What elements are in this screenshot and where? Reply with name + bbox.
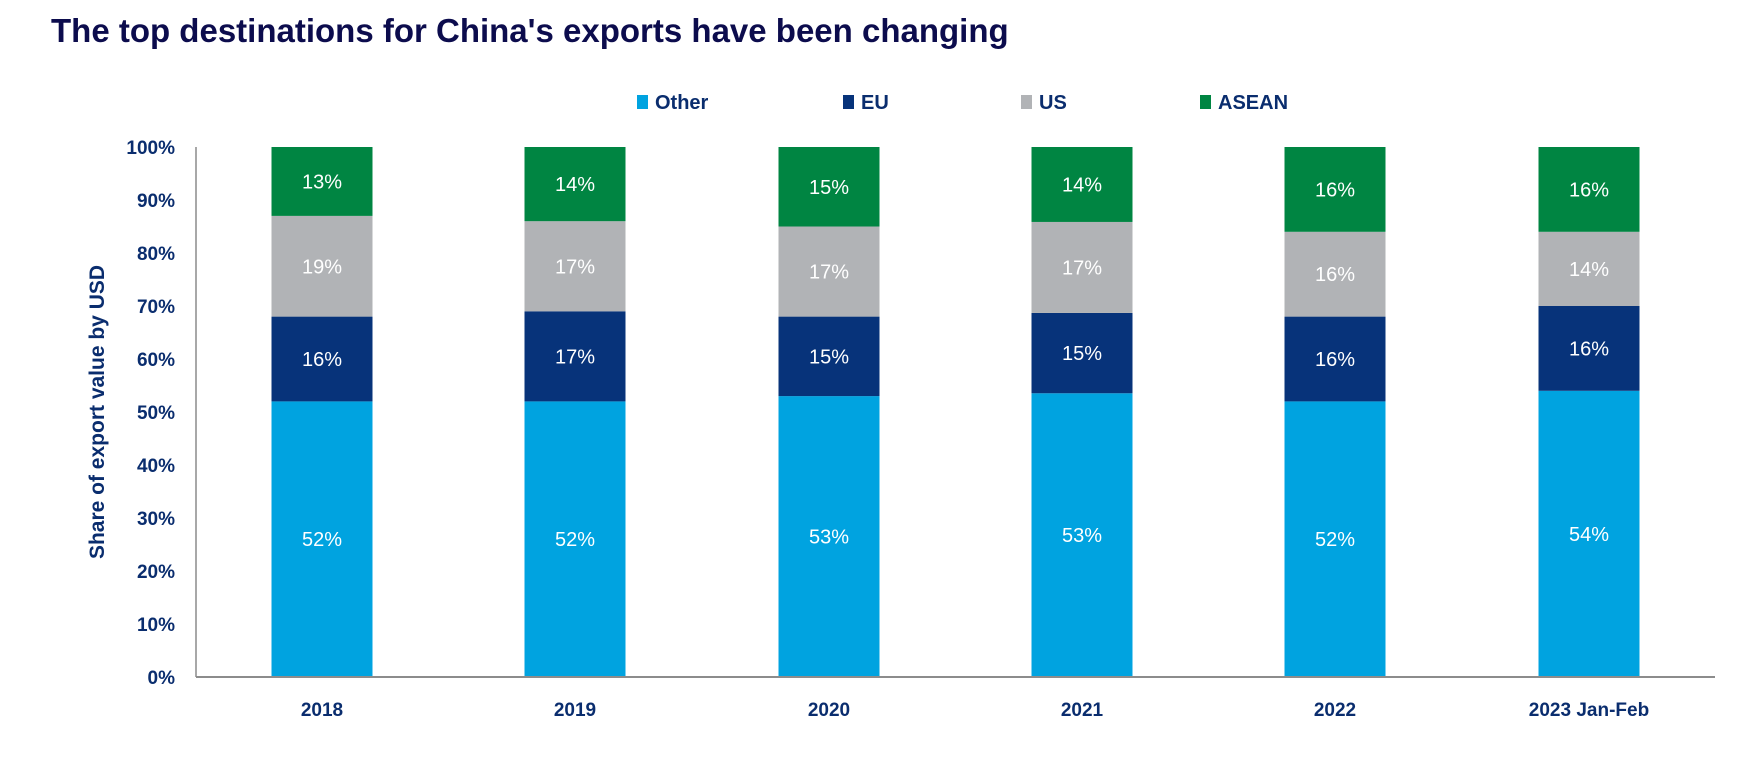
legend-label: US (1039, 92, 1067, 114)
data-label: 17% (555, 346, 595, 368)
data-label: 14% (555, 174, 595, 196)
y-tick-label: 60% (137, 350, 175, 371)
legend-swatch-eu (843, 95, 854, 109)
data-label: 16% (1315, 264, 1355, 286)
data-label: 52% (1315, 529, 1355, 551)
y-tick-label: 0% (148, 668, 176, 689)
y-tick-label: 90% (137, 191, 175, 212)
bar-us (271, 215, 373, 317)
bar-eu (1284, 316, 1386, 402)
legend-swatch-other (637, 95, 648, 109)
data-label: 16% (1569, 179, 1609, 201)
y-tick-label: 80% (137, 244, 175, 265)
data-label: 16% (1315, 179, 1355, 201)
bar-asean (524, 147, 626, 222)
y-tick-label: 100% (126, 138, 175, 159)
data-label: 16% (1315, 349, 1355, 371)
data-label: 17% (555, 256, 595, 278)
data-label: 15% (809, 177, 849, 199)
y-tick-label: 40% (137, 456, 175, 477)
x-tick-label: 2020 (808, 700, 850, 721)
y-tick-label: 10% (137, 615, 175, 636)
x-tick-label: 2019 (554, 700, 596, 721)
bar-eu (1538, 306, 1640, 391)
bar-us (1031, 221, 1133, 313)
data-label: 52% (555, 529, 595, 551)
bar-other (778, 396, 880, 677)
legend-label: EU (861, 92, 889, 114)
data-label: 13% (302, 171, 342, 193)
bar-eu (778, 316, 880, 397)
bar-other (1284, 401, 1386, 677)
data-label: 14% (1569, 259, 1609, 281)
x-tick-label: 2022 (1314, 700, 1356, 721)
data-label: 15% (809, 346, 849, 368)
bar-other (271, 401, 373, 677)
data-label: 54% (1569, 524, 1609, 546)
bar-eu (1031, 312, 1133, 394)
x-tick-label: 2023 Jan-Feb (1529, 700, 1649, 721)
data-label: 53% (1062, 525, 1102, 547)
bar-other (1538, 390, 1640, 677)
bar-other (524, 401, 626, 677)
bar-asean (1031, 147, 1133, 222)
data-label: 16% (1569, 338, 1609, 360)
data-label: 14% (1062, 174, 1102, 196)
bar-eu (271, 316, 373, 402)
y-tick-label: 50% (137, 403, 175, 424)
chart-title: The top destinations for China's exports… (51, 12, 1009, 49)
bar-asean (271, 147, 373, 216)
legend-swatch-us (1021, 95, 1032, 109)
bar-other (1031, 393, 1133, 677)
bar-asean (1284, 147, 1386, 232)
bar-eu (524, 311, 626, 402)
data-label: 52% (302, 529, 342, 551)
data-label: 15% (1062, 343, 1102, 365)
data-label: 19% (302, 256, 342, 278)
data-label: 53% (809, 527, 849, 549)
bar-us (1284, 231, 1386, 317)
bar-us (1538, 231, 1640, 306)
data-label: 16% (302, 349, 342, 371)
legend-label: ASEAN (1218, 92, 1288, 114)
x-tick-label: 2021 (1061, 700, 1104, 721)
y-tick-label: 20% (137, 562, 175, 583)
bar-asean (1538, 147, 1640, 232)
data-label: 17% (809, 262, 849, 284)
bar-us (524, 221, 626, 312)
y-tick-label: 30% (137, 509, 175, 530)
bar-asean (778, 147, 880, 227)
bar-us (778, 226, 880, 317)
x-tick-label: 2018 (301, 700, 343, 721)
legend-label: Other (655, 92, 709, 114)
data-label: 17% (1062, 257, 1102, 279)
legend-swatch-asean (1200, 95, 1211, 109)
y-axis-title: Share of export value by USD (86, 265, 109, 559)
y-tick-label: 70% (137, 297, 175, 318)
